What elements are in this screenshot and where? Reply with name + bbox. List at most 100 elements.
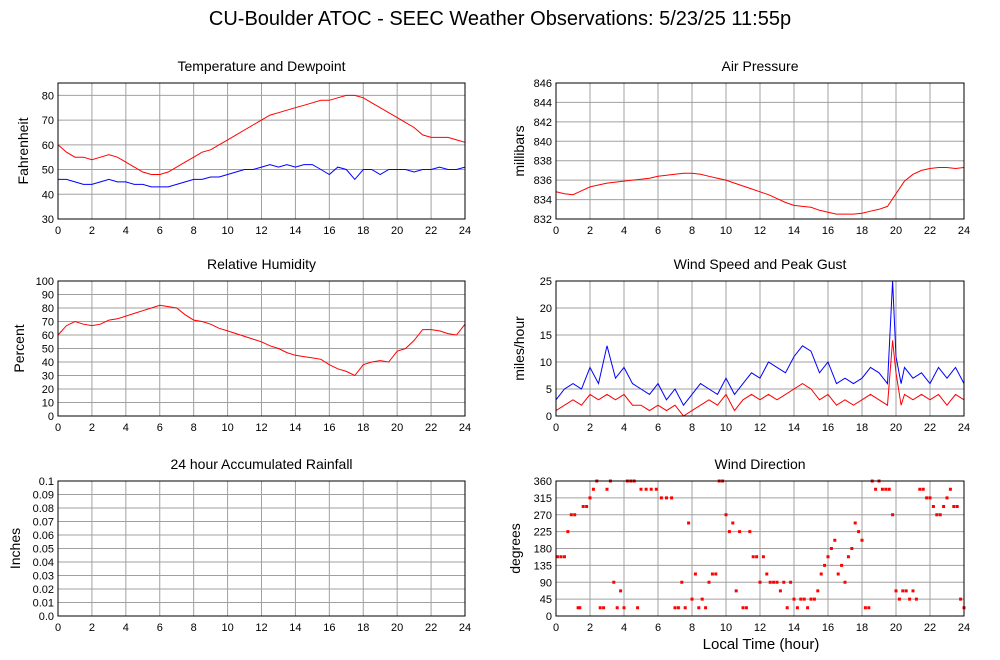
data-point (887, 487, 891, 491)
data-point (904, 589, 908, 593)
page-title: CU-Boulder ATOC - SEEC Weather Observati… (208, 8, 792, 30)
x-tick-label: 24 (459, 422, 471, 434)
x-axis-label: Local Time (hour) (702, 636, 820, 653)
plot-frame (555, 82, 965, 220)
data-point (602, 606, 606, 610)
x-tick-label: 0 (55, 422, 61, 434)
data-point (636, 606, 640, 610)
x-tick-label: 2 (587, 225, 593, 237)
data-point (823, 563, 827, 567)
data-point (857, 530, 861, 534)
y-tick-label: 0 (48, 411, 54, 423)
x-tick-label: 14 (289, 622, 301, 634)
data-point (612, 580, 616, 584)
data-point (576, 606, 580, 610)
data-point (693, 572, 697, 576)
y-tick-label: 10 (42, 398, 54, 410)
data-point (942, 505, 946, 508)
data-point (710, 572, 714, 576)
data-point (816, 589, 820, 593)
data-point (697, 606, 701, 610)
data-point (799, 597, 803, 601)
x-tick-label: 10 (720, 622, 732, 634)
x-tick-label: 12 (754, 225, 766, 237)
y-tick-label: 270 (534, 510, 552, 522)
data-point (559, 555, 563, 559)
y-tick-label: 360 (534, 476, 552, 488)
data-point (761, 555, 765, 559)
x-tick-label: 6 (157, 622, 163, 634)
data-point (867, 606, 871, 610)
x-tick-label: 0 (55, 622, 61, 634)
series-line-1 (58, 164, 466, 188)
x-tick-label: 24 (958, 422, 970, 434)
x-tick-label: 22 (924, 622, 936, 634)
data-point (714, 572, 718, 576)
x-tick-label: 16 (822, 622, 834, 634)
data-point (948, 487, 952, 491)
x-tick-label: 10 (720, 422, 732, 434)
plot-frame (555, 280, 965, 417)
y-tick-label: 838 (534, 156, 552, 168)
data-point (724, 513, 728, 517)
data-point (952, 505, 956, 508)
data-point (768, 580, 772, 584)
data-point (789, 580, 793, 584)
x-tick-label: 22 (425, 225, 437, 237)
y-tick-label: 834 (534, 195, 552, 207)
x-tick-label: 14 (289, 422, 301, 434)
y-tick-label: 0.03 (33, 571, 54, 583)
y-tick-label: 840 (534, 136, 552, 148)
x-tick-label: 2 (89, 622, 95, 634)
y-axis-label: millibars (511, 125, 527, 176)
x-tick-label: 18 (357, 225, 369, 237)
data-point (829, 547, 833, 550)
y-tick-label: 45 (540, 594, 552, 606)
y-axis-label: Fahrenheit (15, 117, 31, 184)
x-tick-label: 12 (255, 622, 267, 634)
x-tick-label: 4 (621, 225, 627, 237)
series-line-0 (555, 167, 965, 215)
data-point (853, 521, 857, 525)
x-tick-label: 2 (587, 622, 593, 634)
y-tick-label: 100 (36, 276, 54, 288)
data-point (778, 589, 782, 593)
plot-frame (555, 480, 965, 617)
data-point (945, 496, 949, 500)
panel-title: Wind Speed and Peak Gust (674, 256, 847, 272)
series-line-1 (555, 340, 965, 417)
x-tick-label: 16 (323, 622, 335, 634)
data-point (908, 597, 912, 601)
data-point (918, 487, 922, 491)
data-point (836, 572, 840, 576)
x-tick-label: 22 (924, 422, 936, 434)
y-tick-label: 0.02 (33, 584, 54, 596)
x-tick-label: 18 (856, 422, 868, 434)
data-point (687, 521, 691, 525)
y-tick-label: 5 (546, 384, 552, 396)
y-tick-label: 0.08 (33, 503, 54, 515)
x-tick-label: 16 (323, 225, 335, 237)
y-tick-label: 0.05 (33, 544, 54, 556)
y-tick-label: 846 (534, 78, 552, 90)
panel-title: 24 hour Accumulated Rainfall (170, 456, 352, 472)
y-tick-label: 50 (42, 165, 54, 177)
x-tick-label: 20 (890, 422, 902, 434)
y-tick-label: 0 (546, 411, 552, 423)
y-tick-label: 25 (540, 276, 552, 288)
data-point (649, 487, 653, 491)
data-point (659, 496, 663, 500)
data-point (785, 606, 789, 610)
data-point (569, 513, 573, 517)
y-tick-label: 135 (534, 560, 552, 572)
data-point (622, 606, 626, 610)
y-tick-label: 0 (546, 611, 552, 623)
y-tick-label: 180 (534, 544, 552, 556)
y-tick-label: 0.04 (33, 557, 54, 569)
data-point (598, 606, 602, 610)
x-tick-label: 0 (553, 422, 559, 434)
plot-frame (57, 82, 466, 220)
x-tick-label: 6 (655, 422, 661, 434)
y-tick-label: 0.1 (39, 476, 54, 488)
